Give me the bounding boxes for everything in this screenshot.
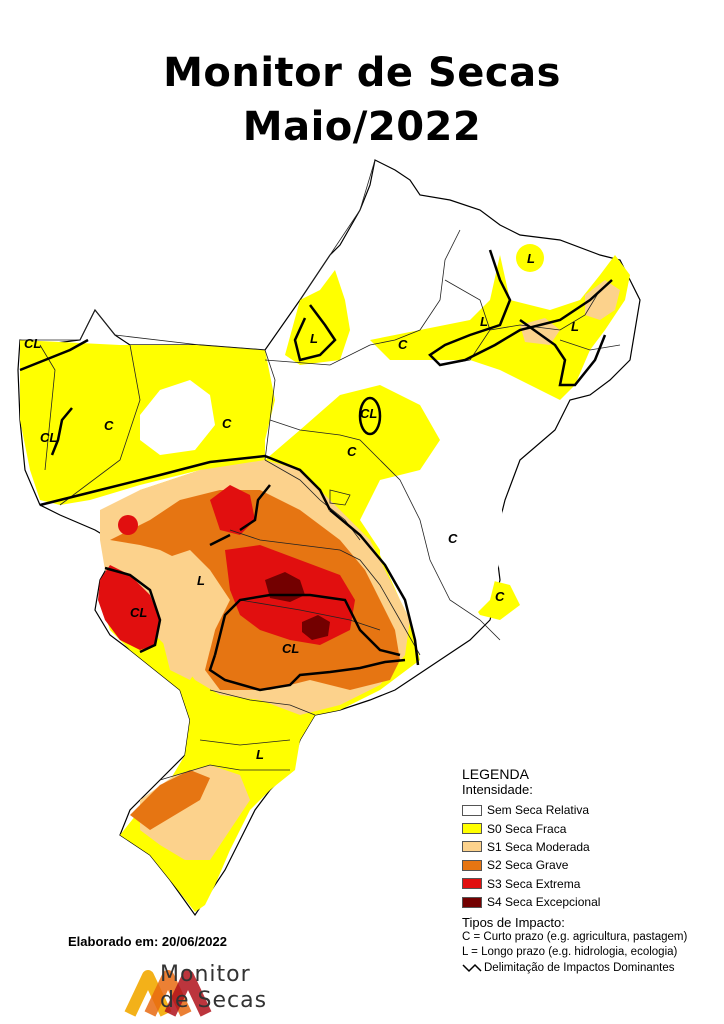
map-title: Monitor de Secas bbox=[163, 50, 561, 96]
label-cl-acre-south: CL bbox=[40, 430, 57, 445]
s1-ne-central bbox=[520, 318, 560, 345]
elaborado-date: Elaborado em: 20/06/2022 bbox=[68, 934, 227, 949]
label-cl-sp: CL bbox=[282, 641, 299, 656]
legend-item: S1 Seca Moderada bbox=[462, 838, 717, 856]
legend-item: S0 Seca Fraca bbox=[462, 819, 717, 837]
label-l-ne-central: L bbox=[480, 314, 488, 329]
s1-ne-east bbox=[585, 280, 620, 320]
legend-swatch bbox=[462, 878, 482, 890]
legend-intensity-title: Intensidade: bbox=[462, 782, 533, 797]
legend-swatch bbox=[462, 804, 482, 816]
legend-swatch bbox=[462, 823, 482, 835]
s3-west-blob bbox=[118, 515, 138, 535]
impact-lines bbox=[19, 249, 613, 692]
brazil-drought-map: CL CL C C L C L L L CL C C C L CL CL L bbox=[17, 159, 641, 917]
legend-item-label: S0 Seca Fraca bbox=[487, 821, 567, 836]
map-subtitle: Maio/2022 bbox=[242, 104, 482, 150]
label-c-bahia: C bbox=[448, 531, 458, 546]
legend-swatch bbox=[462, 896, 482, 908]
legend-impact-c: C = Curto prazo (e.g. agricultura, pasta… bbox=[462, 931, 688, 944]
white-hole-amazon bbox=[140, 380, 215, 455]
legend-delimitation: Delimitação de Impactos Dominantes bbox=[462, 962, 717, 974]
s4-sp bbox=[302, 615, 330, 640]
s3-west bbox=[98, 565, 160, 650]
legend-item: S3 Seca Extrema bbox=[462, 875, 717, 893]
label-cl-tocantins: CL bbox=[360, 406, 377, 421]
legend-item-label: Sem Seca Relativa bbox=[487, 803, 590, 818]
legend-swatch bbox=[462, 841, 482, 853]
label-c-para: C bbox=[222, 416, 232, 431]
label-cl-acre: CL bbox=[24, 336, 41, 351]
state-borders bbox=[20, 159, 621, 781]
legend: LEGENDA Intensidade: Sem Seca Relativa S0… bbox=[462, 766, 717, 974]
logo-line2: de Secas bbox=[160, 988, 268, 1013]
label-l-ms: L bbox=[197, 573, 205, 588]
logo-line1: Monitor bbox=[160, 962, 251, 987]
s2-south bbox=[130, 770, 210, 830]
label-c-mg: C bbox=[495, 589, 505, 604]
label-l-north-ne: L bbox=[527, 251, 535, 266]
label-l-sc: L bbox=[256, 747, 264, 762]
label-c-amazonas: C bbox=[104, 418, 114, 433]
legend-swatch bbox=[462, 859, 482, 871]
label-c-maranhao: C bbox=[398, 337, 408, 352]
s0-ne-blob bbox=[516, 244, 544, 272]
legend-impact-l: L = Longo prazo (e.g. hidrologia, ecolog… bbox=[462, 946, 678, 959]
white-hole-central bbox=[380, 465, 505, 640]
label-c-goias: C bbox=[347, 444, 357, 459]
s3-central bbox=[210, 485, 255, 535]
legend-item: S2 Seca Grave bbox=[462, 856, 717, 874]
label-l-ne-east: L bbox=[571, 319, 579, 334]
monitor-de-secas-logo-icon bbox=[124, 970, 212, 1017]
legend-item-label: S3 Seca Extrema bbox=[487, 876, 581, 891]
label-cl-ms-west: CL bbox=[130, 605, 147, 620]
legend-delimitation-label: Delimitação de Impactos Dominantes bbox=[484, 962, 675, 975]
legend-item-label: S2 Seca Grave bbox=[487, 858, 569, 873]
legend-item-label: S1 Seca Moderada bbox=[487, 839, 590, 854]
delimitation-line-icon bbox=[462, 964, 482, 973]
legend-item-label: S4 Seca Excepcional bbox=[487, 895, 601, 910]
legend-title: LEGENDA bbox=[462, 766, 529, 782]
label-l-roraima: L bbox=[310, 331, 318, 346]
legend-impact-title: Tipos de Impacto: bbox=[462, 915, 565, 931]
legend-item: S4 Seca Excepcional bbox=[462, 893, 717, 911]
legend-item: Sem Seca Relativa bbox=[462, 801, 717, 819]
logo-text: Monitor de Secas bbox=[160, 962, 267, 1014]
s1-inside-ms bbox=[155, 550, 220, 680]
